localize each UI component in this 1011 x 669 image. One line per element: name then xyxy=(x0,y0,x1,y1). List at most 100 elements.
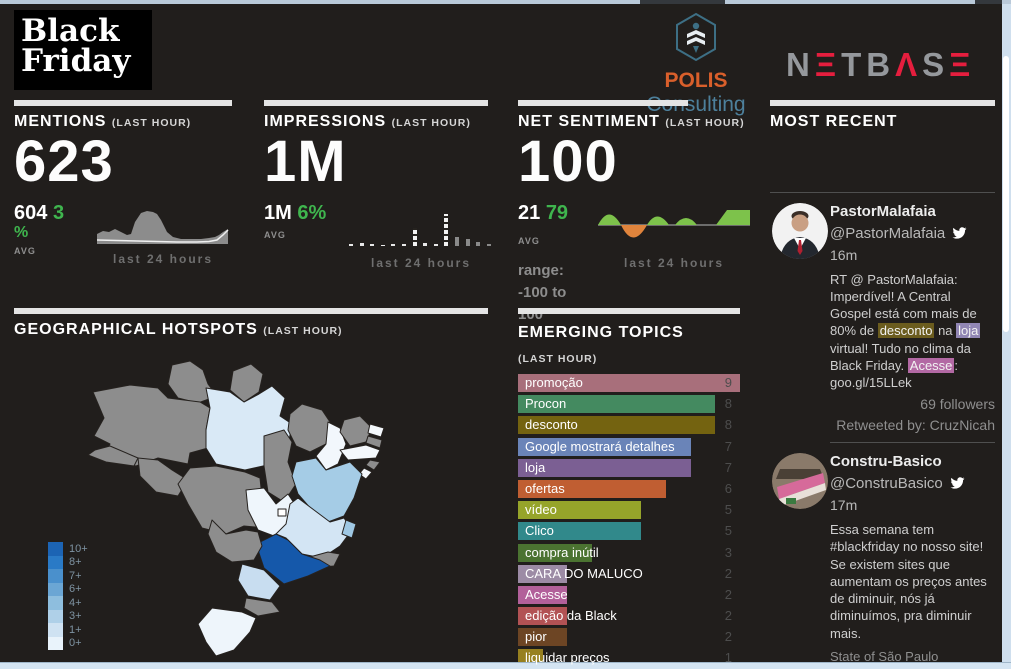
logo-line1: Black xyxy=(21,13,120,49)
topic-label: CARA DO MALUCO xyxy=(525,565,643,581)
topic-value: 7 xyxy=(724,459,732,475)
mentions-sparkline xyxy=(97,211,229,244)
topic-bar xyxy=(518,585,567,604)
section-divider-bar xyxy=(264,100,488,106)
twitter-icon[interactable] xyxy=(949,476,966,490)
net-sentiment-avg-value: 21 xyxy=(518,202,541,224)
topic-value: 2 xyxy=(724,629,732,645)
legend-label: 4+ xyxy=(69,596,82,609)
mentions-avg-label: AVG xyxy=(14,246,36,256)
topic-row: CARA DO MALUCO 2 xyxy=(518,564,746,586)
tweet[interactable]: PastorMalafaia @PastorMalafaia 16m RT @ Pas… xyxy=(770,193,995,444)
topic-value: 7 xyxy=(724,438,732,454)
topic-row: liquidar preços 1 xyxy=(518,649,746,669)
impressions-bar xyxy=(412,228,417,246)
topic-value: 2 xyxy=(724,565,732,581)
topic-label: loja xyxy=(525,459,546,475)
topic-value: 6 xyxy=(724,480,732,496)
most-recent-title: MOST RECENT xyxy=(770,113,898,130)
topic-row: promoção 9 xyxy=(518,374,746,395)
tweet-author-handle[interactable]: @PastorMalafaia xyxy=(830,223,995,245)
topic-bar xyxy=(518,416,715,435)
polis-hexagon-bee-icon xyxy=(676,12,716,62)
netbase-letter: T xyxy=(841,46,867,83)
tweet-author-name[interactable]: Constru-Basico xyxy=(830,453,942,471)
net-sentiment-avg-label: AVG xyxy=(518,236,540,246)
mentions-subtitle: (LAST HOUR) xyxy=(111,117,192,129)
section-divider-bar xyxy=(14,308,488,314)
topic-label: Acesse xyxy=(525,586,568,602)
tweet-body: RT @ PastorMalafaia: Imperdível! A Centr… xyxy=(830,271,981,391)
netbase-letter: Ξ xyxy=(949,46,976,83)
impressions-value: 1M xyxy=(264,129,347,194)
impressions-avg: 1M 6% xyxy=(264,202,326,225)
impressions-avg-value: 1M xyxy=(264,202,292,224)
topic-bar xyxy=(518,395,715,414)
emerging-topics-subtitle: (LAST HOUR) xyxy=(518,352,598,365)
section-divider-bar xyxy=(518,100,688,106)
topic-value: 5 xyxy=(724,502,732,518)
impressions-bar xyxy=(359,243,364,246)
tweet-divider xyxy=(830,442,995,444)
tweet-timestamp: 17m xyxy=(830,496,858,513)
topic-value: 3 xyxy=(724,544,732,560)
topic-label: liquidar preços xyxy=(525,650,610,666)
topic-row: edição da Black 2 xyxy=(518,607,746,628)
avatar[interactable] xyxy=(772,203,828,259)
netbase-logo: NΞTBΛSΞ xyxy=(786,46,975,84)
legend-label: 1+ xyxy=(69,623,82,636)
legend-label: 0+ xyxy=(69,637,82,650)
legend-swatch xyxy=(48,569,63,583)
map-state-bahia xyxy=(291,457,363,523)
range-line: -100 to xyxy=(518,283,567,301)
tweet[interactable]: Constru-Basico @ConstruBasico 17m Essa sema… xyxy=(770,443,995,669)
topic-label: Clico xyxy=(525,523,554,539)
highlighted-topic-word: loja xyxy=(956,323,981,339)
tweet-author-handle[interactable]: @ConstruBasico xyxy=(830,473,995,495)
impressions-title-text: IMPRESSIONS xyxy=(264,113,387,130)
map-state-rondonia xyxy=(137,457,189,497)
topic-label: Google mostrará detalhes xyxy=(525,438,675,454)
map-state-santa-catarina xyxy=(243,597,281,617)
mentions-pct-sign: % xyxy=(14,224,29,241)
legend-label: 6+ xyxy=(69,583,82,596)
scrollbar-thumb[interactable] xyxy=(1003,56,1009,332)
impressions-bar-chart xyxy=(345,202,497,248)
impressions-bar xyxy=(465,239,470,246)
legend-row: 10+ xyxy=(48,542,88,556)
tweet-followers-count: 69 followers xyxy=(920,396,995,413)
tweet-author-name[interactable]: PastorMalafaia xyxy=(830,203,936,220)
vertical-scrollbar[interactable] xyxy=(1002,4,1011,663)
net-sentiment-value: 100 xyxy=(518,129,618,194)
impressions-title: IMPRESSIONS (LAST HOUR) xyxy=(264,113,471,131)
avatar[interactable] xyxy=(772,453,828,510)
topic-bar xyxy=(518,501,641,520)
impressions-subtitle: (LAST HOUR) xyxy=(391,117,471,129)
twitter-icon[interactable] xyxy=(951,226,968,240)
legend-row: 0+ xyxy=(48,636,88,650)
topic-row: compra inútil 3 xyxy=(518,543,746,565)
net-sentiment-avg: 21 79 xyxy=(518,202,568,225)
section-divider-bar xyxy=(14,100,232,106)
mentions-title: MENTIONS (LAST HOUR) xyxy=(14,113,191,131)
brazil-choropleth-map xyxy=(87,360,385,657)
impressions-bar xyxy=(349,244,353,246)
legend-label: 7+ xyxy=(69,569,82,582)
impressions-avg-delta: 6% xyxy=(297,202,327,224)
map-legend: 10+ 8+ 7+ 6+ 4+ 3+ 1+ 0+ xyxy=(48,542,88,650)
net-sentiment-avg-delta: 79 xyxy=(545,202,569,224)
impressions-bar xyxy=(402,244,406,246)
topic-row: pior 2 xyxy=(518,628,746,649)
legend-row: 7+ xyxy=(48,569,88,583)
impressions-bar xyxy=(370,244,375,246)
netbase-letter: S xyxy=(922,46,950,83)
topic-row: Google mostrará detalhes 7 xyxy=(518,437,746,459)
legend-swatch xyxy=(48,542,63,556)
geo-title-text: GEOGRAPHICAL HOTSPOTS xyxy=(14,321,258,338)
map-state-mato-grosso-do-sul xyxy=(207,519,263,563)
geographical-hotspots-section: GEOGRAPHICAL HOTSPOTS (LAST HOUR) 10+ 8+ 7… xyxy=(14,308,508,669)
map-state-rio-grande-do-sul xyxy=(197,607,257,657)
topic-row: Clico 5 xyxy=(518,522,746,543)
legend-swatch xyxy=(48,623,63,637)
legend-row: 8+ xyxy=(48,555,88,569)
